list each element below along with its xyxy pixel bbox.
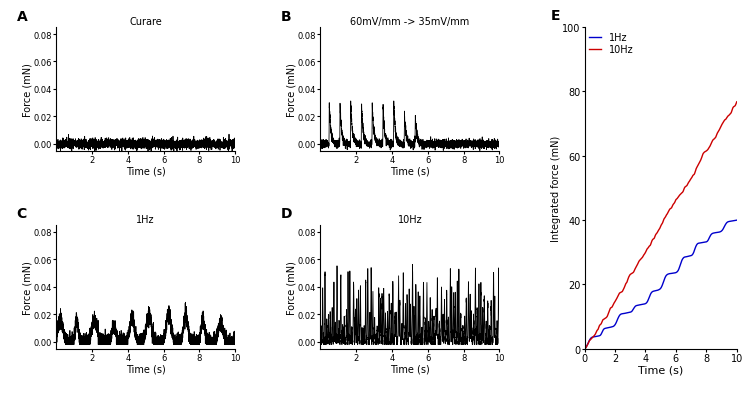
Title: 1Hz: 1Hz (136, 215, 155, 225)
Text: D: D (281, 207, 292, 221)
X-axis label: Time (s): Time (s) (638, 365, 683, 375)
10Hz (598, 320, 607, 325)
X-axis label: Time (s): Time (s) (126, 166, 165, 176)
10Hz (580, 346, 589, 351)
1Hz (580, 346, 589, 351)
Text: C: C (16, 207, 27, 221)
Y-axis label: Force (mN): Force (mN) (286, 260, 296, 314)
Title: Curare: Curare (129, 17, 162, 27)
1Hz (598, 330, 607, 335)
10Hz (607, 306, 616, 310)
X-axis label: Time (s): Time (s) (126, 363, 165, 373)
1Hz (729, 219, 738, 224)
10Hz (645, 244, 654, 249)
Y-axis label: Force (mN): Force (mN) (22, 63, 32, 117)
Line: 10Hz: 10Hz (584, 103, 737, 349)
Title: 10Hz: 10Hz (397, 215, 422, 225)
1Hz (645, 294, 654, 299)
Y-axis label: Force (mN): Force (mN) (286, 63, 296, 117)
X-axis label: Time (s): Time (s) (390, 363, 430, 373)
10Hz (732, 100, 741, 105)
Text: B: B (281, 10, 292, 24)
1Hz (732, 218, 741, 223)
1Hz (713, 231, 722, 235)
Y-axis label: Integrated force (mN): Integrated force (mN) (551, 136, 560, 241)
10Hz (713, 131, 722, 136)
1Hz (639, 302, 648, 307)
Line: 1Hz: 1Hz (584, 221, 737, 348)
Title: 60mV/mm -> 35mV/mm: 60mV/mm -> 35mV/mm (350, 17, 470, 27)
X-axis label: Time (s): Time (s) (390, 166, 430, 176)
10Hz (639, 254, 648, 259)
1Hz (607, 325, 616, 330)
Text: E: E (551, 9, 560, 23)
Text: A: A (16, 10, 28, 24)
Legend: 1Hz, 10Hz: 1Hz, 10Hz (589, 33, 634, 55)
Y-axis label: Force (mN): Force (mN) (22, 260, 32, 314)
10Hz (729, 105, 738, 110)
